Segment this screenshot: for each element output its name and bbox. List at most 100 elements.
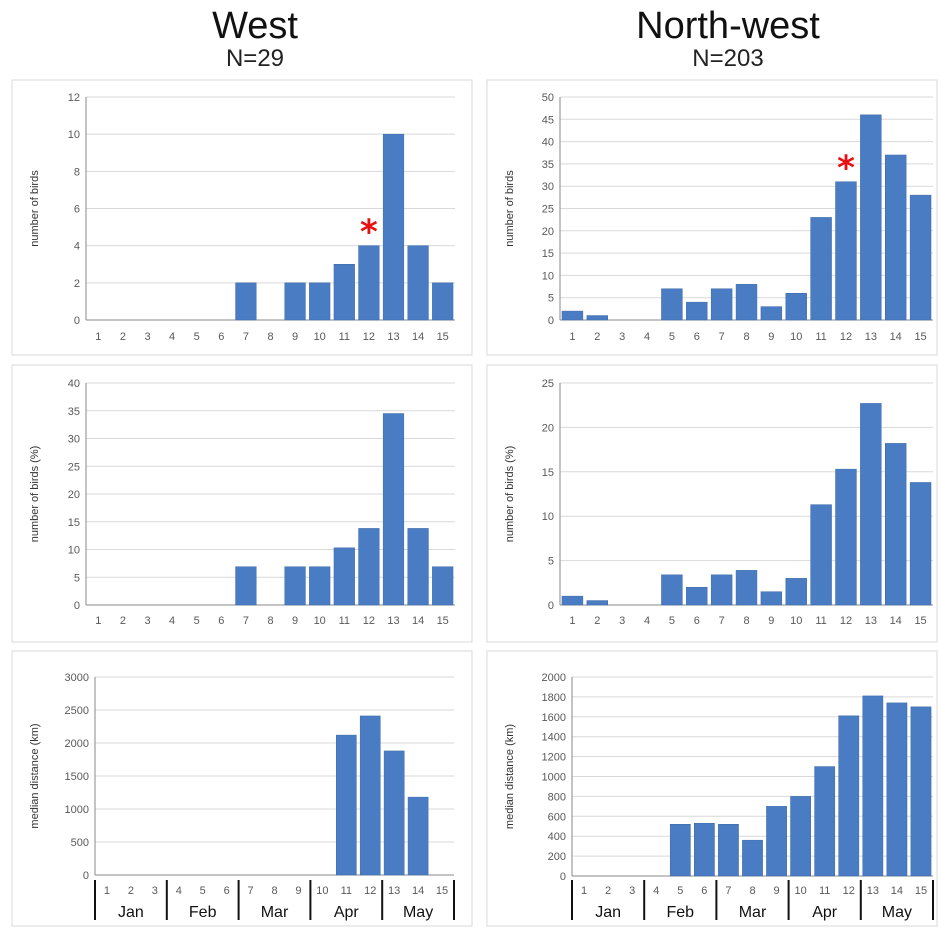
west-distance-month-label: Jan [118,904,144,921]
northwest-distance-month-label: May [882,904,912,921]
northwest-distance-bar-15 [911,707,931,876]
northwest-distance-bar-12 [839,716,859,876]
northwest-distance-y-tick-label: 1000 [542,772,566,784]
west-percent-x-tick-label: 2 [120,615,126,627]
northwest-percent-y-tick-label: 0 [548,600,554,612]
northwest-distance-y-tick-label: 400 [548,831,566,843]
northwest-count-bar-6 [686,302,707,320]
northwest-distance-bar-8 [742,840,762,876]
west-distance-y-tick-label: 1000 [65,804,89,816]
west-distance-x-tick-label: 8 [271,885,277,897]
northwest-count-bar-13 [860,115,881,320]
west-percent-y-tick-label: 30 [68,434,80,446]
west-percent-bar-15 [432,567,453,605]
west-percent-x-tick-label: 12 [363,615,375,627]
west-distance-x-tick-label: 11 [341,885,352,897]
northwest-percent-bar-12 [836,469,857,605]
northwest-count-y-tick-label: 45 [542,114,554,126]
northwest-distance-y-tick-label: 1600 [542,712,566,724]
northwest-distance-x-tick-label: 10 [795,885,807,897]
northwest-distance-x-tick-label: 1 [581,885,587,897]
northwest-percent-y-tick-label: 10 [542,511,554,523]
northwest-count-x-tick-label: 14 [890,331,902,343]
northwest-percent-bar-14 [885,443,906,605]
west-distance-bar-12 [360,716,380,875]
west-percent-x-tick-label: 4 [169,615,175,627]
west-distance-y-tick-label: 2500 [65,705,89,717]
west-count-x-tick-label: 10 [314,331,326,343]
northwest-count-bar-12 [836,182,857,320]
west-count-bar-14 [408,246,429,320]
northwest-percent-x-tick-label: 12 [840,615,852,627]
west-percent-y-axis-label: number of birds (%) [29,446,41,543]
west-percent-x-tick-label: 11 [339,615,350,627]
west-distance-x-tick-label: 15 [436,885,448,897]
northwest-distance-x-tick-label: 7 [725,885,731,897]
west-distance-x-tick-label: 4 [176,885,182,897]
west-percent-x-tick-label: 10 [314,615,326,627]
west-percent-bar-14 [408,528,429,605]
west-percent-x-tick-label: 15 [437,615,449,627]
northwest-percent-bar-8 [736,570,757,605]
northwest-count-x-tick-label: 13 [865,331,877,343]
west-count-bar-9 [285,283,306,320]
west-distance-x-tick-label: 12 [364,885,376,897]
northwest-distance-x-tick-label: 15 [915,885,927,897]
northwest-count-x-tick-label: 5 [669,331,675,343]
west-distance-y-axis-label: median distance (km) [29,723,41,828]
northwest-distance-month-label: Jan [595,904,621,921]
northwest-count-bar-7 [711,289,732,320]
northwest-percent-bar-10 [786,578,807,605]
northwest-distance-x-tick-label: 13 [867,885,879,897]
northwest-count-bar-11 [811,217,832,320]
west-percent-x-tick-label: 9 [292,615,298,627]
west-count-y-tick-label: 6 [74,204,80,216]
northwest-percent-x-tick-label: 3 [619,615,625,627]
west-count-bar-7 [236,283,257,320]
northwest-count-bar-14 [885,155,906,320]
west-percent-bar-9 [285,567,306,605]
west-percent-x-tick-label: 1 [95,615,101,627]
west-percent-bar-13 [383,414,404,605]
northwest-distance-bar-14 [887,703,907,876]
west-count-x-tick-label: 9 [292,331,298,343]
west-distance-month-label: Feb [189,904,217,921]
northwest-percent-bar-11 [811,505,832,605]
northwest-distance-bar-7 [718,824,738,876]
west-count-bar-15 [432,283,453,320]
west-count-x-tick-label: 2 [120,331,126,343]
northwest-count-x-tick-label: 7 [719,331,725,343]
west-count-x-tick-label: 12 [363,331,375,343]
northwest-distance-bar-13 [863,696,883,876]
west-count-y-tick-label: 4 [74,241,80,253]
northwest-count-y-axis-label: number of birds [504,170,516,247]
northwest-distance-month-label: Feb [667,904,695,921]
northwest-percent-bar-15 [910,482,931,605]
west-percent-x-tick-label: 7 [243,615,249,627]
northwest-count-y-tick-label: 5 [548,293,554,305]
northwest-distance-x-tick-label: 11 [819,885,830,897]
west-distance-x-tick-label: 6 [224,885,230,897]
northwest-count-x-tick-label: 15 [914,331,926,343]
northwest-count-y-tick-label: 15 [542,248,554,260]
west-percent-x-tick-label: 13 [387,615,399,627]
west-distance-bar-13 [384,751,404,875]
northwest-distance-bar-9 [766,806,786,876]
northwest-percent-bar-6 [686,587,707,605]
northwest-distance-y-tick-label: 800 [548,791,566,803]
west-percent-x-tick-label: 14 [412,615,424,627]
northwest-distance-x-tick-label: 6 [701,885,707,897]
west-percent-bar-12 [359,528,380,605]
west-distance-x-tick-label: 7 [248,885,254,897]
west-count-x-tick-label: 6 [218,331,224,343]
west-percent-y-tick-label: 15 [68,517,80,529]
northwest-count-bar-8 [736,284,757,320]
northwest-percent-y-tick-label: 25 [542,378,554,390]
northwest-count-y-tick-label: 0 [548,315,554,327]
northwest-count-y-tick-label: 50 [542,92,554,104]
northwest-percent-x-tick-label: 5 [669,615,675,627]
northwest-distance-x-tick-label: 12 [843,885,855,897]
northwest-count-bar-5 [661,289,682,320]
west-distance-y-tick-label: 3000 [65,672,89,684]
northwest-distance-bar-6 [694,823,714,876]
